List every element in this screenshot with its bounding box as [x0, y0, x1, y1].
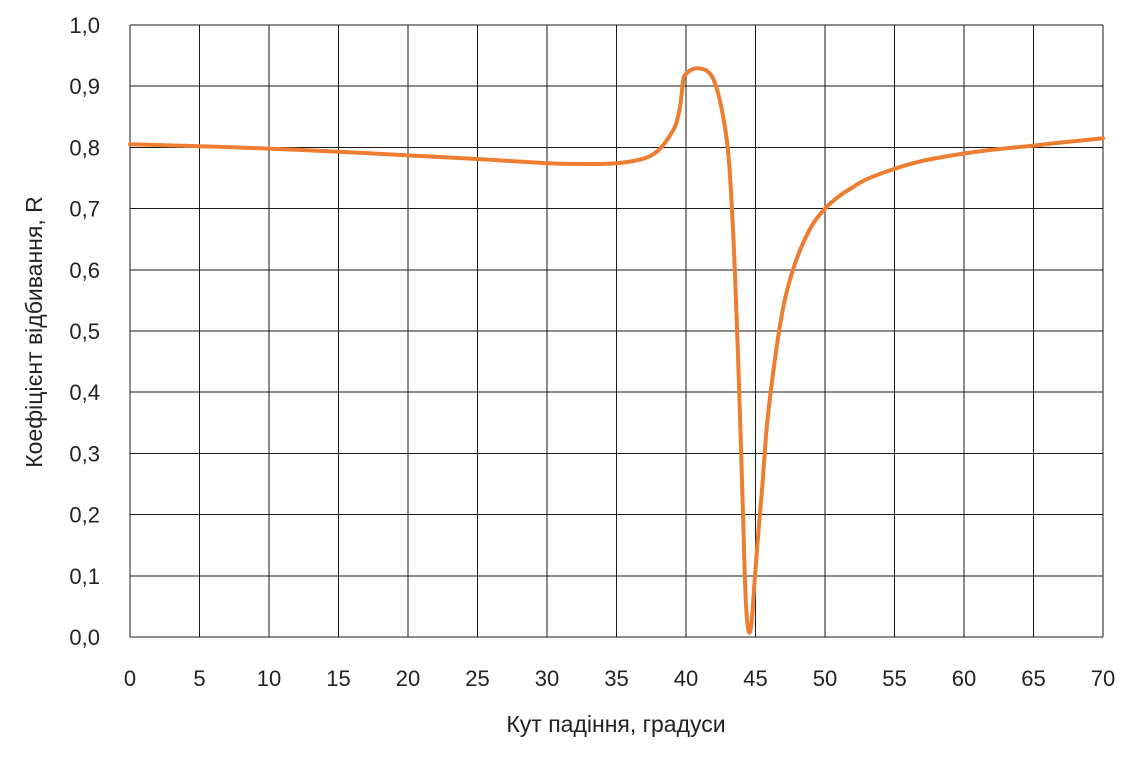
x-tick-label: 0: [124, 666, 136, 691]
x-tick-label: 10: [257, 666, 281, 691]
x-tick-label: 55: [882, 666, 906, 691]
x-tick-label: 35: [604, 666, 628, 691]
x-tick-label: 30: [535, 666, 559, 691]
x-tick-label: 5: [193, 666, 205, 691]
x-tick-label: 15: [326, 666, 350, 691]
x-tick-label: 45: [743, 666, 767, 691]
x-tick-label: 65: [1021, 666, 1045, 691]
y-tick-label: 0,0: [69, 625, 100, 650]
x-tick-label: 25: [465, 666, 489, 691]
x-axis-title: Кут падіння, градуси: [506, 711, 725, 737]
y-tick-label: 0,8: [69, 135, 100, 160]
x-tick-label: 60: [952, 666, 976, 691]
y-tick-label: 0,6: [69, 258, 100, 283]
y-tick-label: 0,7: [69, 197, 100, 222]
y-axis-title: Коефіцієнт відбивання, R: [21, 196, 47, 467]
y-tick-label: 0,5: [69, 319, 100, 344]
x-tick-label: 70: [1091, 666, 1115, 691]
y-tick-label: 0,2: [69, 503, 100, 528]
y-tick-labels: 0,0 0,1 0,2 0,3 0,4 0,5 0,6 0,7 0,8 0,9 1,0: [69, 13, 100, 650]
y-tick-label: 0,3: [69, 441, 100, 466]
y-tick-label: 0,9: [69, 74, 100, 99]
x-tick-label: 20: [396, 666, 420, 691]
horizontal-gridlines: [130, 24, 1103, 638]
x-tick-label: 40: [674, 666, 698, 691]
x-tick-labels: 0 5 10 15 20 25 30 35 40 45 50 55 60 65 70: [124, 666, 1115, 691]
x-tick-label: 50: [813, 666, 837, 691]
y-tick-label: 1,0: [69, 13, 100, 38]
y-tick-label: 0,4: [69, 380, 100, 405]
series-line: [128, 66, 1105, 635]
y-tick-label: 0,1: [69, 564, 100, 589]
